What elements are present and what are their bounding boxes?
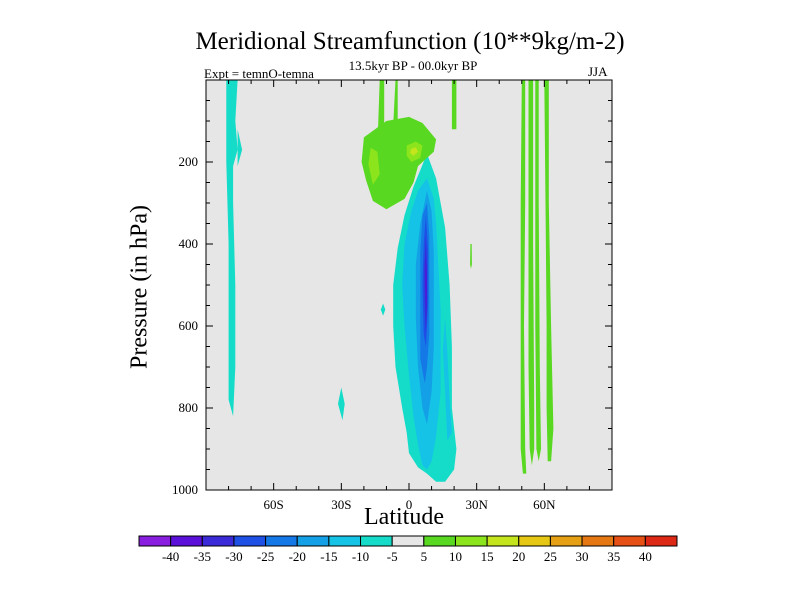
- colorbar-box: [613, 535, 646, 547]
- contour-region-upper-positive-band-east: [451, 80, 457, 130]
- colorbar-label: 10: [449, 549, 462, 564]
- y-tick-label: 800: [179, 400, 199, 415]
- colorbar-label: 15: [481, 549, 494, 564]
- colorbar-label: 20: [512, 549, 525, 564]
- contour-region-tropical-cell-core: [425, 256, 427, 310]
- season-annotation: JJA: [588, 64, 608, 79]
- colorbar-label: -30: [225, 549, 242, 564]
- x-tick-label: 30S: [331, 497, 351, 512]
- colorbar-box: [391, 535, 425, 547]
- plot-area: [206, 80, 612, 490]
- colorbar-label: 30: [576, 549, 589, 564]
- colorbar-box: [454, 535, 488, 547]
- contour-region-sh-midlat-spot: [338, 387, 345, 421]
- colorbar-label: -5: [387, 549, 398, 564]
- contour-region-nh-band-3: [535, 80, 541, 462]
- colorbar-box: [423, 535, 456, 547]
- contour-region-upper-positive-band-right: [393, 80, 398, 126]
- x-tick-label: 30N: [465, 497, 488, 512]
- colorbar-box: [518, 535, 551, 547]
- y-tick-label: 200: [179, 154, 199, 169]
- colorbar-box: [296, 535, 330, 547]
- colorbar-label: -40: [162, 549, 179, 564]
- y-tick-label: 600: [179, 318, 199, 333]
- colorbar-box: [644, 535, 678, 547]
- colorbar-label: 35: [607, 549, 620, 564]
- experiment-annotation: Expt = temnO-temna: [204, 66, 314, 81]
- colorbar-label: 40: [639, 549, 652, 564]
- colorbar-label: -35: [194, 549, 211, 564]
- x-tick-label: 0: [406, 497, 413, 512]
- chart-title: Meridional Streamfunction (10**9kg/m-2): [195, 28, 625, 55]
- colorbar-box: [581, 535, 615, 547]
- colorbar-box: [170, 535, 203, 547]
- contour-region-sh-high-lat-band: [226, 80, 238, 417]
- colorbar-label: 25: [544, 549, 557, 564]
- contour-region-sh-high-lat-spur: [237, 129, 243, 167]
- y-tick-label: 1000: [172, 482, 198, 497]
- contour-region-nh-subtropic-sliver: [470, 244, 472, 269]
- colorbar-box: [549, 535, 583, 547]
- colorbar-label: -10: [352, 549, 369, 564]
- contour-region-upper-positive-main: [361, 116, 437, 210]
- contour-region-nh-band-1: [520, 80, 527, 474]
- x-tick-label: 60S: [264, 497, 284, 512]
- contour-region-upper-positive-level-10: [368, 147, 380, 185]
- colorbar-box: [486, 535, 520, 547]
- colorbar-label: -25: [257, 549, 274, 564]
- contour-region-upper-positive-core-peak: [410, 147, 418, 156]
- contour-region-nh-band-4: [544, 80, 554, 462]
- colorbar-label: 5: [421, 549, 428, 564]
- colorbar-box: [265, 535, 298, 547]
- colorbar-label: -20: [289, 549, 306, 564]
- y-tick-label: 400: [179, 236, 199, 251]
- colorbar-box: [201, 535, 235, 547]
- colorbar-box: [138, 535, 172, 547]
- contour-region-nh-lower-spur: [442, 317, 452, 441]
- colorbar-box: [328, 535, 362, 547]
- x-tick-label: 60N: [533, 497, 556, 512]
- colorbar-box: [233, 535, 267, 547]
- contour-region-nh-band-2: [528, 80, 535, 466]
- contour-region-sh-subtropic-spot: [380, 303, 386, 316]
- axes: 60S 30S 0 30N 60N 200 400 600 800 1000: [172, 79, 613, 512]
- colorbar-label: -15: [320, 549, 337, 564]
- colorbar: -40 -35 -30 -25 -20 -15 -10 -5 5 10 15 20 25 30 35 40: [138, 535, 678, 564]
- chart-subtitle: 13.5kyr BP - 00.0kyr BP: [348, 58, 478, 73]
- colorbar-box: [360, 535, 393, 547]
- x-axis-label: Latitude: [364, 504, 444, 530]
